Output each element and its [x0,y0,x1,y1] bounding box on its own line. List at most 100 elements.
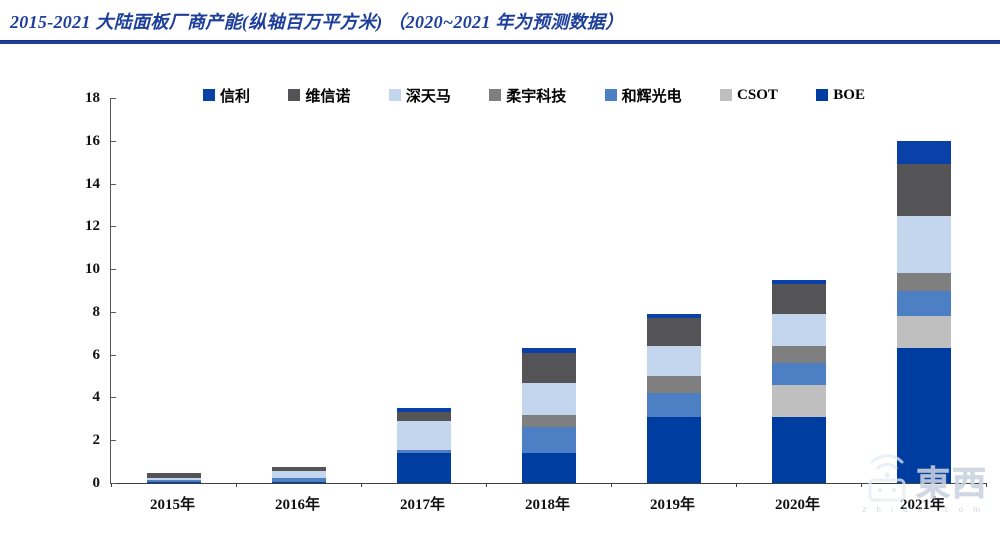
bar-2016年 [271,467,326,483]
bar-segment [646,318,701,347]
x-axis-tick [486,483,487,487]
y-axis-tick [111,226,116,228]
y-axis-tick [111,483,116,484]
x-axis-label: 2015年 [149,497,195,513]
bar-2018年 [521,348,576,483]
bar-segment [521,382,576,415]
bar-segment [146,473,201,478]
y-axis-label: 16 [85,132,100,149]
legend-marker-icon [720,89,733,101]
legend-label: 柔宇科技 [506,88,567,105]
bar-segment [896,273,951,291]
legend-item: 和辉光电 [604,85,682,106]
y-axis-tick [111,140,116,142]
x-axis-label: 2019年 [649,497,695,513]
legend-item: BOE [816,87,865,104]
bar-segment [771,416,826,483]
bar-segment [771,363,826,385]
bar-segment [771,314,826,347]
bar-segment [271,481,326,483]
bar-segment [396,412,451,421]
y-axis-label: 10 [85,261,100,278]
bar-segment [771,346,826,364]
bar-segment [396,453,451,483]
bar-segment [896,140,951,165]
bar-segment [521,427,576,454]
bar-2015年 [146,473,201,483]
y-axis-label: 8 [92,303,101,320]
page-title: 2015-2021 大陆面板厂商产能(纵轴百万平方米) （2020~2021 年… [10,12,624,32]
bar-segment [646,314,701,319]
y-axis-tick [111,269,116,271]
y-axis-label: 18 [85,90,100,106]
legend-marker-icon [288,89,301,101]
bar-segment [146,479,201,482]
legend-marker-icon [489,89,502,101]
bar-segment [271,471,326,478]
bar-segment [271,477,326,482]
x-axis-tick [236,483,237,487]
y-axis-tick [111,183,116,185]
legend-label: 信利 [220,88,251,105]
bar-segment [771,284,826,315]
x-axis-label: 2021年 [899,497,945,513]
bar-segment [771,279,826,285]
x-axis-label: 2016年 [274,497,320,513]
bar-segment [896,316,951,349]
legend-marker-icon [203,89,215,101]
bar-segment [146,481,201,483]
x-axis-tick [736,483,737,487]
bar-segment [646,376,701,394]
bar-2020年 [771,279,826,483]
legend-item: 深天马 [388,85,451,106]
bar-segment [771,384,826,417]
x-axis-tick [111,483,112,487]
legend-label: CSOT [737,86,778,103]
legend-marker-icon [604,89,617,101]
legend-marker-icon [388,89,401,101]
y-axis-label: 4 [92,389,101,406]
legend-label: 和辉光电 [621,88,682,105]
bar-segment [521,414,576,428]
legend-item: 柔宇科技 [489,85,566,106]
bar-segment [396,449,451,454]
bar-2019年 [646,314,701,483]
bar-segment [646,346,701,377]
bar-segment [146,477,201,480]
legend-label: 维信诺 [305,88,351,105]
y-axis-label: 14 [85,175,100,192]
legend-marker-icon [816,89,829,101]
legend-item: 信利 [203,85,250,106]
y-axis-label: 0 [92,475,101,491]
legend-item: CSOT [720,87,778,104]
y-axis-label: 2 [92,432,101,449]
y-axis-tick [111,98,116,99]
y-axis-tick [111,354,116,356]
bar-2021年 [896,140,951,483]
x-axis-tick [361,483,362,487]
y-axis-tick [111,397,116,399]
y-axis-tick [111,311,116,313]
x-axis-label: 2020年 [774,497,820,513]
bar-segment [396,408,451,413]
x-axis-tick [986,483,987,487]
legend-label: BOE [833,86,865,103]
bar-segment [896,164,951,216]
bar-segment [521,348,576,353]
bar-2017年 [396,408,451,483]
y-axis-label: 12 [85,218,100,235]
bar-segment [396,420,451,450]
x-axis-label: 2018年 [524,497,570,513]
plot-area [110,98,987,487]
chart-legend: 信利 维信诺 深天马 柔宇科技 和辉光电 CSOT BOE [203,85,865,106]
x-axis-tick [861,483,862,487]
bar-segment [896,215,951,274]
bar-segment [646,393,701,417]
bar-segment [271,467,326,472]
x-axis-tick [611,483,612,487]
title-underline [0,40,1000,44]
legend-item: 维信诺 [288,85,350,106]
y-axis-tick [111,440,116,442]
bar-segment [896,348,951,483]
